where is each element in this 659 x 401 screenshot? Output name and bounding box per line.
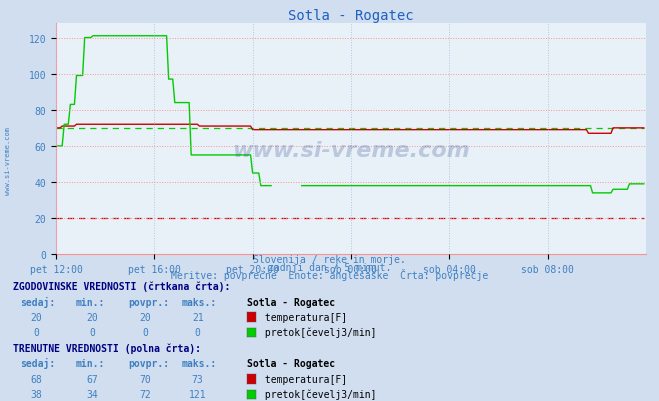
Text: 20: 20 bbox=[139, 312, 151, 322]
Text: maks.:: maks.: bbox=[181, 297, 216, 307]
Text: 0: 0 bbox=[142, 327, 148, 337]
Title: Sotla - Rogatec: Sotla - Rogatec bbox=[288, 9, 414, 23]
Text: temperatura[F]: temperatura[F] bbox=[259, 374, 347, 384]
Text: sedaj:: sedaj: bbox=[20, 358, 55, 369]
Text: www.si-vreme.com: www.si-vreme.com bbox=[5, 126, 11, 194]
Text: 73: 73 bbox=[192, 374, 204, 384]
Text: pretok[čevelj3/min]: pretok[čevelj3/min] bbox=[259, 389, 376, 399]
Text: TRENUTNE VREDNOSTI (polna črta):: TRENUTNE VREDNOSTI (polna črta): bbox=[13, 343, 201, 353]
Text: 70: 70 bbox=[139, 374, 151, 384]
Text: zadnji dan / 5 minut.: zadnji dan / 5 minut. bbox=[268, 263, 391, 273]
Text: povpr.:: povpr.: bbox=[129, 358, 169, 369]
Text: Sotla - Rogatec: Sotla - Rogatec bbox=[247, 358, 335, 369]
Text: 72: 72 bbox=[139, 389, 151, 399]
Text: www.si-vreme.com: www.si-vreme.com bbox=[232, 141, 470, 161]
Text: 0: 0 bbox=[34, 327, 39, 337]
Text: min.:: min.: bbox=[76, 358, 105, 369]
Text: 20: 20 bbox=[30, 312, 42, 322]
Text: Slovenija / reke in morje.: Slovenija / reke in morje. bbox=[253, 255, 406, 265]
Text: Meritve: povprečne  Enote: anglešaške  Črta: povprečje: Meritve: povprečne Enote: anglešaške Črt… bbox=[171, 269, 488, 281]
Text: 21: 21 bbox=[192, 312, 204, 322]
Text: 38: 38 bbox=[30, 389, 42, 399]
Text: 121: 121 bbox=[189, 389, 206, 399]
Text: 0: 0 bbox=[195, 327, 200, 337]
Text: 20: 20 bbox=[86, 312, 98, 322]
Text: min.:: min.: bbox=[76, 297, 105, 307]
Text: 67: 67 bbox=[86, 374, 98, 384]
Text: Sotla - Rogatec: Sotla - Rogatec bbox=[247, 297, 335, 307]
Text: maks.:: maks.: bbox=[181, 358, 216, 369]
Text: 34: 34 bbox=[86, 389, 98, 399]
Text: ZGODOVINSKE VREDNOSTI (črtkana črta):: ZGODOVINSKE VREDNOSTI (črtkana črta): bbox=[13, 281, 231, 292]
Text: povpr.:: povpr.: bbox=[129, 297, 169, 307]
Text: sedaj:: sedaj: bbox=[20, 296, 55, 307]
Text: pretok[čevelj3/min]: pretok[čevelj3/min] bbox=[259, 327, 376, 337]
Text: 0: 0 bbox=[90, 327, 95, 337]
Text: 68: 68 bbox=[30, 374, 42, 384]
Text: temperatura[F]: temperatura[F] bbox=[259, 312, 347, 322]
